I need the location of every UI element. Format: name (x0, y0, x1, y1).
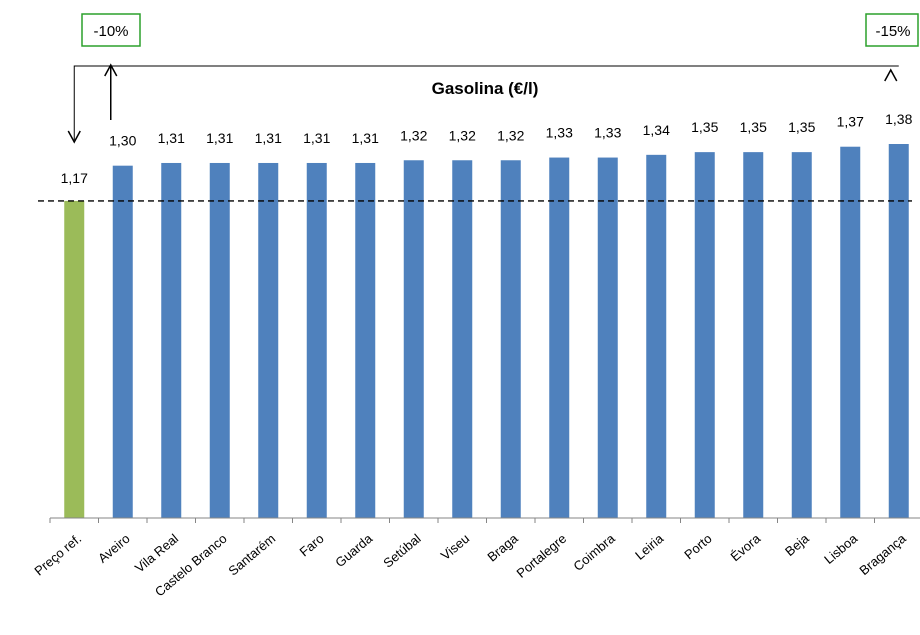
bar-6 (306, 162, 327, 518)
up-arrowhead-aveiro (104, 63, 118, 77)
x-tick-label-14: Porto (681, 531, 714, 562)
bar-15 (743, 152, 764, 518)
bar-5 (258, 162, 279, 518)
bar-3 (161, 162, 182, 518)
x-tick-label-17: Lisboa (821, 530, 861, 567)
data-label-7: 1,31 (352, 130, 379, 146)
x-tick-label-1: Preço ref. (31, 531, 84, 579)
chart-title: Gasolina (€/l) (432, 79, 539, 98)
annotations-group: -10% -15% (38, 13, 919, 202)
data-label-17: 1,37 (837, 114, 864, 130)
bar-8 (403, 160, 424, 518)
data-label-6: 1,31 (303, 130, 330, 146)
data-label-16: 1,35 (788, 119, 815, 135)
x-axis (49, 517, 920, 523)
x-tick-label-15: Évora (728, 530, 764, 564)
annotation-label-2: -15% (875, 23, 910, 40)
bars-group (64, 144, 909, 519)
data-label-4: 1,31 (206, 130, 233, 146)
bar-17 (840, 146, 861, 518)
data-labels-group: 1,17 1,30 1,31 1,31 1,31 1,31 1,31 1,32 1,32 1,32… (61, 111, 913, 186)
annotation-box-1 (81, 13, 141, 47)
data-label-8: 1,32 (400, 127, 427, 143)
data-label-2: 1,30 (109, 133, 136, 149)
data-label-18: 1,38 (885, 111, 912, 127)
x-tick-label-18: Bragança (856, 530, 909, 578)
bar-1 (64, 200, 85, 519)
x-tick-label-2: Aveiro (95, 531, 133, 566)
data-label-3: 1,31 (158, 130, 185, 146)
data-label-1: 1,17 (61, 170, 88, 186)
x-tick-label-10: Braga (484, 530, 521, 564)
data-label-13: 1,34 (643, 122, 670, 138)
bar-14 (694, 152, 715, 518)
x-tick-label-13: Leiria (632, 530, 667, 562)
bar-7 (355, 162, 376, 518)
bar-13 (646, 154, 667, 518)
data-label-11: 1,33 (546, 125, 573, 141)
bar-9 (452, 160, 473, 518)
bar-12 (597, 157, 618, 518)
x-tick-label-16: Beja (782, 530, 812, 559)
data-label-5: 1,31 (255, 130, 282, 146)
up-arrowhead-braganca (884, 68, 898, 82)
annotation-label-1: -10% (93, 23, 128, 40)
bracket-line (73, 65, 899, 140)
bar-4 (209, 162, 230, 518)
data-label-9: 1,32 (449, 127, 476, 143)
bar-18 (888, 144, 909, 518)
x-tick-label-6: Faro (297, 531, 327, 560)
x-tick-label-9: Viseu (438, 531, 472, 563)
data-label-12: 1,33 (594, 125, 621, 141)
data-label-15: 1,35 (740, 119, 767, 135)
bar-2 (112, 165, 133, 518)
bar-10 (500, 160, 521, 518)
data-label-10: 1,32 (497, 127, 524, 143)
x-tick-label-8: Setúbal (380, 531, 424, 571)
x-tick-label-5: Santarém (225, 531, 278, 579)
bar-11 (549, 157, 570, 518)
x-tick-label-7: Guarda (332, 530, 375, 570)
bar-16 (791, 152, 812, 518)
annotation-box-2 (865, 13, 919, 47)
data-label-14: 1,35 (691, 119, 718, 135)
down-arrow (67, 130, 81, 144)
x-tick-label-11: Portalegre (514, 531, 570, 581)
x-tick-label-12: Coimbra (570, 530, 618, 574)
